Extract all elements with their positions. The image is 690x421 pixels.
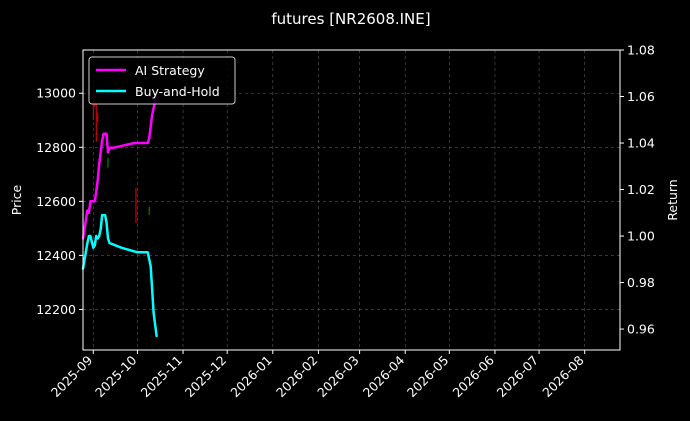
- y-tick-label: 12600: [36, 194, 76, 209]
- y2-tick-label: 1.06: [627, 89, 655, 104]
- y2-tick-label: 1.08: [627, 43, 655, 58]
- series-line-buy-and-hold: [81, 213, 158, 338]
- y-tick-label: 12800: [36, 140, 76, 155]
- y-tick-label: 12200: [36, 302, 76, 317]
- y-axis-label-left: Price: [9, 184, 24, 215]
- legend-label-buy-and-hold: Buy-and-Hold: [135, 84, 220, 99]
- y2-tick-label: 0.96: [627, 322, 655, 337]
- y2-tick-label: 1.00: [627, 229, 655, 244]
- y2-tick-label: 1.02: [627, 182, 655, 197]
- y-axis-right: 0.96 0.98 1.00 1.02 1.04 1.06 1.08: [620, 43, 655, 337]
- plot-frame: [82, 49, 621, 351]
- series-line-ai-strategy: [81, 90, 158, 240]
- y-tick-label: 12400: [36, 248, 76, 263]
- legend: AI Strategy Buy-and-Hold: [88, 56, 236, 105]
- legend-label-ai-strategy: AI Strategy: [135, 63, 205, 78]
- y-axis-left: 12200 12400 12600 12800 13000: [36, 86, 83, 317]
- series-lines: [81, 90, 158, 338]
- y-axis-label-right: Return: [665, 179, 680, 220]
- y-tick-label: 13000: [36, 86, 76, 101]
- chart-title: futures [NR2608.INE]: [271, 10, 430, 28]
- y2-tick-label: 0.98: [627, 275, 655, 290]
- y2-tick-label: 1.04: [627, 136, 655, 151]
